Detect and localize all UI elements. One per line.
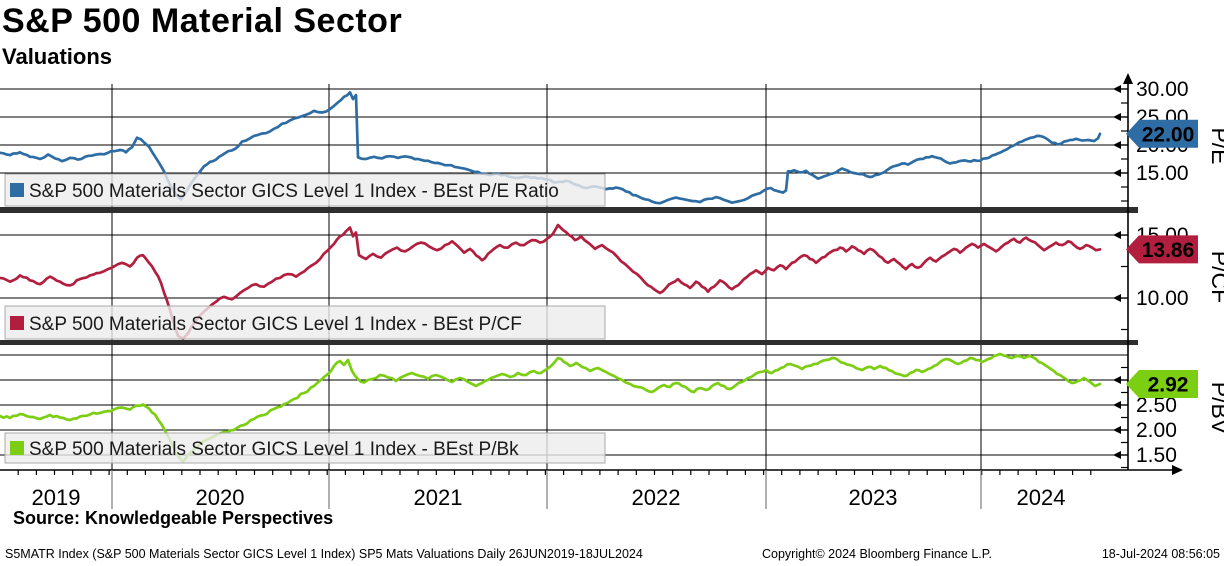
badge-layer: 22.00 13.86 2.92 xyxy=(1126,119,1198,398)
svg-text:2.92: 2.92 xyxy=(1148,374,1189,397)
x-axis-year-2022: 2022 xyxy=(632,485,681,510)
page-subtitle: Valuations xyxy=(2,44,113,69)
svg-text:22.00: 22.00 xyxy=(1142,123,1195,146)
footer-copyright: Copyright© 2024 Bloomberg Finance L.P. xyxy=(762,547,992,561)
svg-text:2.00: 2.00 xyxy=(1136,419,1177,442)
footer-timestamp: 18-Jul-2024 08:56:05 xyxy=(1101,547,1220,561)
svg-text:1.50: 1.50 xyxy=(1136,444,1177,467)
grid-layer xyxy=(0,84,1128,470)
last-value-badge-pcf[interactable] xyxy=(1126,235,1198,264)
panel-separator-2 xyxy=(0,340,1138,345)
svg-text:15.00: 15.00 xyxy=(1136,162,1189,185)
svg-text:13.86: 13.86 xyxy=(1142,239,1195,262)
panel-separator-1 xyxy=(0,207,1138,213)
legend-label-pe: S&P 500 Materials Sector GICS Level 1 In… xyxy=(29,181,559,202)
legend-strip xyxy=(4,305,606,340)
legend-swatch-pcf xyxy=(10,316,24,330)
x-axis-year-2021: 2021 xyxy=(414,485,463,510)
axis-title-pe: P/E xyxy=(1207,127,1224,164)
source-line: Source: Knowledgeable Perspectives xyxy=(13,508,334,528)
legend-pbk[interactable]: S&P 500 Materials Sector GICS Level 1 In… xyxy=(4,432,606,464)
legend-label-pcf: S&P 500 Materials Sector GICS Level 1 In… xyxy=(29,314,522,335)
x-axis-year-2023: 2023 xyxy=(849,485,898,510)
footer-ticker-info: S5MATR Index (S&P 500 Materials Sector G… xyxy=(5,547,643,561)
series-layer xyxy=(0,90,1102,464)
svg-text:2.50: 2.50 xyxy=(1136,394,1177,417)
last-value-badge-pbv[interactable] xyxy=(1126,370,1198,398)
svg-text:10.00: 10.00 xyxy=(1136,287,1189,310)
last-value-badge-pe[interactable] xyxy=(1126,119,1198,148)
page-title: S&P 500 Material Sector xyxy=(2,2,403,40)
axis-title-pbv: P/BV xyxy=(1207,382,1224,435)
legend-swatch-pe xyxy=(10,183,24,197)
axis-title-pcf: P/CF xyxy=(1207,251,1224,303)
x-axis-year-2024: 2024 xyxy=(1017,485,1066,510)
legend-pcf[interactable]: S&P 500 Materials Sector GICS Level 1 In… xyxy=(4,305,606,340)
x-axis-year-2020: 2020 xyxy=(196,485,245,510)
legend-strip xyxy=(4,173,606,207)
legend-pe[interactable]: S&P 500 Materials Sector GICS Level 1 In… xyxy=(4,173,606,207)
x-axis-year-2019: 2019 xyxy=(32,485,81,510)
legend-label-pbk: S&P 500 Materials Sector GICS Level 1 In… xyxy=(29,439,519,460)
svg-text:30.00: 30.00 xyxy=(1136,78,1189,101)
axis-layer: 30.0025.0020.0015.0015.0010.003.002.502.… xyxy=(0,73,1189,510)
legend-swatch-pbk xyxy=(10,441,24,455)
legend-strip xyxy=(4,432,606,464)
